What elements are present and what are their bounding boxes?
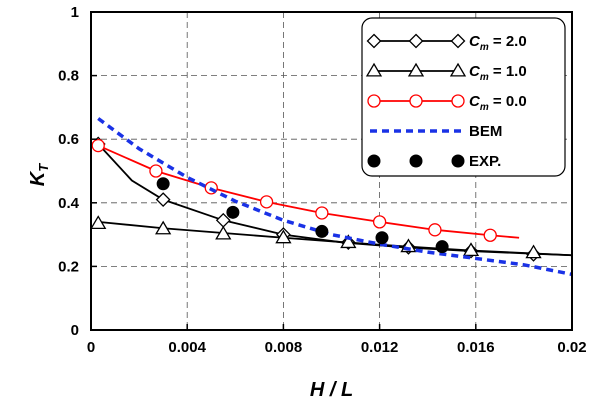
- legend-label: Cm = 0.0: [469, 93, 527, 113]
- filled-circle-marker: [315, 224, 329, 238]
- legend-label: EXP.: [469, 153, 501, 170]
- triangle-marker: [275, 229, 292, 244]
- y-tick-label: 0.8: [58, 68, 79, 85]
- series-bem: [97, 117, 573, 277]
- y-tick-labels: 0 0.2 0.4 0.6 0.8 1: [58, 4, 80, 339]
- legend-label: Cm = 2.0: [469, 33, 527, 53]
- plot-frame: [90, 11, 573, 331]
- legend-entry-cm00: Cm = 0.0: [367, 93, 527, 113]
- x-tick-label: 0.004: [168, 339, 206, 356]
- series-layer: [90, 117, 573, 277]
- ticks: [90, 11, 573, 331]
- series-cm00: [91, 138, 520, 242]
- diamond-marker: [366, 33, 382, 49]
- y-axis-title-sub: T: [36, 163, 51, 172]
- x-tick-label: 0.012: [361, 339, 399, 356]
- filled-circle-marker: [226, 205, 240, 219]
- open-circle-marker: [259, 195, 274, 209]
- legend-entry-cm20: Cm = 2.0: [366, 33, 527, 53]
- legend-entries: Cm = 2.0 Cm = 1.0 Cm = 0.0 BEM EXP.: [365, 33, 527, 170]
- diamond-marker: [450, 33, 466, 49]
- legend-label: Cm = 1.0: [469, 63, 527, 83]
- y-tick-label: 0.6: [58, 131, 79, 148]
- triangle-marker: [340, 234, 357, 249]
- legend-entry-exp: EXP.: [367, 153, 501, 170]
- legend-entry-cm10: Cm = 1.0: [365, 62, 527, 83]
- x-tick-label: 0.02: [557, 339, 586, 356]
- x-tick-label: 0.016: [457, 339, 495, 356]
- open-circle-marker: [451, 94, 465, 108]
- diamond-marker: [408, 33, 424, 49]
- filled-circle-marker: [375, 231, 389, 245]
- triangle-marker: [155, 220, 172, 235]
- open-circle-marker: [149, 164, 163, 178]
- legend-box: [361, 17, 566, 177]
- triangle-marker: [449, 62, 467, 77]
- legend-label: BEM: [469, 123, 502, 140]
- open-circle-marker: [91, 138, 105, 153]
- x-tick-label: 0: [87, 339, 95, 356]
- filled-circle-marker: [451, 154, 465, 168]
- filled-circle-marker: [409, 154, 423, 168]
- x-tick-labels: 0 0.004 0.008 0.012 0.016 0.02: [87, 339, 587, 356]
- filled-circle-marker: [367, 154, 381, 168]
- open-circle-marker: [315, 206, 329, 220]
- legend-entry-bem: BEM: [370, 123, 502, 140]
- diamond-marker: [155, 192, 171, 208]
- open-circle-marker: [428, 223, 442, 237]
- triangle-marker: [90, 215, 107, 230]
- triangle-marker: [365, 62, 383, 77]
- open-circle-marker: [372, 215, 387, 229]
- filled-circle-marker: [156, 177, 170, 191]
- x-tick-label: 0.008: [265, 339, 303, 356]
- triangle-marker: [525, 244, 542, 259]
- triangle-marker: [215, 225, 232, 240]
- triangle-marker: [407, 62, 425, 77]
- y-tick-label: 0.4: [58, 195, 80, 212]
- x-axis-title: H / L: [310, 379, 353, 401]
- y-tick-label: 1: [71, 4, 79, 21]
- y-tick-label: 0.2: [58, 258, 79, 275]
- y-tick-label: 0: [71, 322, 79, 339]
- open-circle-marker: [367, 94, 381, 108]
- legend: Cm = 2.0 Cm = 1.0 Cm = 0.0 BEM EXP.: [361, 17, 566, 177]
- open-circle-marker: [409, 94, 423, 108]
- series-line-bem: [97, 117, 573, 277]
- series-exp: [156, 177, 449, 254]
- open-circle-marker: [483, 228, 497, 242]
- triangle-marker: [462, 242, 480, 257]
- series-cm10: [90, 215, 573, 259]
- series-line-cm10: [98, 220, 573, 257]
- y-axis-title-main: K: [27, 170, 49, 186]
- y-axis-title: KT: [27, 163, 51, 186]
- filled-circle-marker: [435, 240, 449, 254]
